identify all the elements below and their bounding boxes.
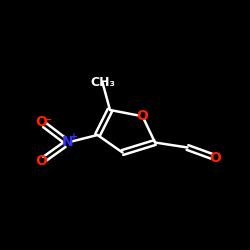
- Text: CH₃: CH₃: [90, 76, 115, 89]
- Text: −: −: [44, 115, 52, 125]
- Text: +: +: [70, 132, 78, 142]
- Text: O: O: [35, 116, 47, 130]
- Text: O: O: [209, 150, 221, 164]
- Text: O: O: [136, 109, 148, 123]
- Text: N: N: [62, 136, 73, 149]
- Text: O: O: [35, 154, 47, 168]
